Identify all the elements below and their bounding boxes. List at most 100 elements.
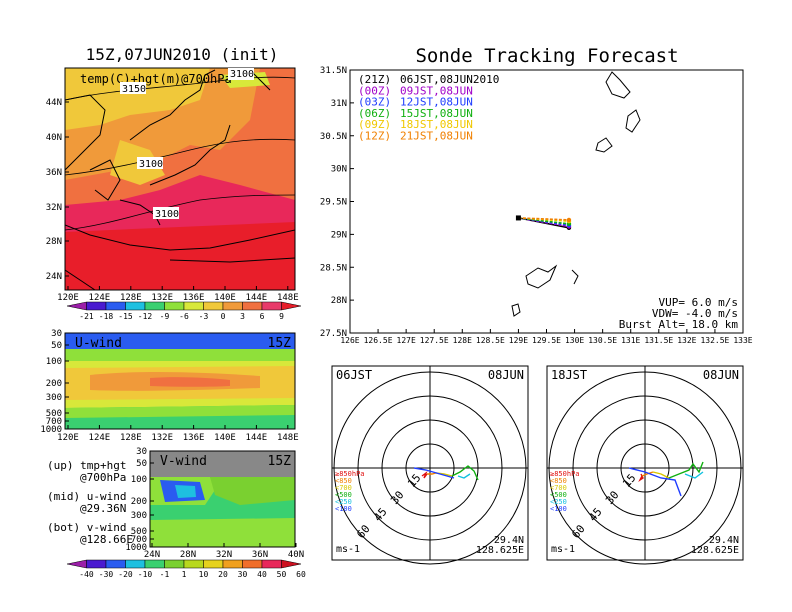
pressure-tick-label: 100: [46, 357, 62, 367]
pressure-tick-label: 100: [131, 475, 147, 485]
legend-code: (12Z): [358, 130, 391, 143]
track-line: [518, 217, 570, 229]
lat-tick-label: 31.5N: [320, 66, 347, 76]
colorbar-swatch: [144, 301, 165, 311]
lon-tick-label: 129.5E: [532, 336, 561, 345]
colorbar-label: 50: [277, 570, 287, 579]
lon-tick-label: 126.5E: [364, 336, 393, 345]
temp-colorbar: -21 -18 -15 -12 -9 -6 -3 0 3 6 9: [66, 301, 302, 321]
colorbar-swatch: [222, 559, 243, 569]
lon-tick-label: 131.5E: [644, 336, 673, 345]
hodograph-trace: [457, 473, 471, 479]
lat-tick-label: 36N: [46, 168, 62, 178]
lon-tick-label: 132E: [151, 433, 173, 443]
pressure-tick-label: 700: [46, 417, 62, 427]
lon-tick-label: 132.5E: [700, 336, 729, 345]
vwind-label: V-wind: [160, 454, 207, 469]
lat-tick-label: 28.5N: [320, 263, 347, 273]
lat-tick-label: 29N: [331, 230, 347, 240]
pressure-tick-label: 700: [131, 535, 147, 545]
colorbar-swatch: [203, 559, 224, 569]
colorbar-swatch: [281, 301, 302, 311]
colorbar-label: -9: [160, 312, 170, 321]
lon-tick-label: 140E: [214, 433, 236, 443]
colorbar-label: -3: [199, 312, 209, 321]
lon-tick-label: 124E: [89, 293, 111, 303]
pressure-tick-label: 500: [46, 409, 62, 419]
lon-tick-label: 144E: [246, 293, 268, 303]
colorbar-label: -40: [79, 570, 94, 579]
track-legend: (21Z) 06JST,08JUN2010 (00Z) 09JST,08JUN (03Z…: [358, 73, 499, 143]
vwind-colorbar: -40 -30 -20 -10 -1 1 10 20 30 40 50 60: [66, 559, 306, 579]
colorbar-swatch: [164, 559, 185, 569]
lon-tick-label: 130.5E: [588, 336, 617, 345]
legend-mid2: @29.36N: [80, 502, 126, 515]
colorbar-swatch: [203, 301, 224, 311]
lon-tick-label: 129E: [509, 336, 528, 345]
lon-tick-label: 148E: [277, 293, 299, 303]
hodograph-unit: ms-1: [336, 544, 360, 555]
legend-mid: (mid) u-wind: [47, 490, 126, 503]
lon-tick-label: 127.5E: [420, 336, 449, 345]
vwind-time: 15Z: [268, 454, 292, 469]
lat-tick-label: 44N: [46, 98, 62, 108]
legend-time: 21JST,08JUN: [400, 130, 473, 143]
pressure-legend-item: <100: [335, 505, 352, 513]
hodograph-lon: 128.625E: [691, 545, 739, 556]
hodograph-time: 06JST: [336, 368, 372, 382]
track-lat-ticks: 31.5N 31N 30.5N 30N 29.5N 29N 28.5N 28N 27.5N: [320, 66, 354, 339]
track-islands: [511, 71, 641, 317]
map-frame: [64, 67, 296, 291]
colorbar-label: -21: [79, 312, 94, 321]
pressure-legend-item: <500: [550, 491, 567, 499]
lat-tick-label: 30.5N: [320, 132, 347, 142]
colorbar-label: 30: [238, 570, 248, 579]
hodograph-trace: [413, 467, 455, 479]
colorbar-swatch: [125, 559, 146, 569]
track-line: [518, 217, 570, 225]
uwind-lon-ticks: 120E 124E 128E 132E 136E 140E 144E 148E: [57, 425, 299, 443]
uwind-label: U-wind: [75, 336, 122, 351]
lon-tick-label: 130E: [565, 336, 584, 345]
colorbar-label: 1: [182, 570, 187, 579]
colorbar-swatch: [242, 559, 263, 569]
colorbar-label: 0: [221, 312, 226, 321]
legend-code: (09Z): [358, 118, 391, 131]
lat-tick-label: 24N: [46, 272, 62, 282]
colorbar-swatch: [66, 301, 87, 311]
colorbar-swatch: [164, 301, 185, 311]
colorbar-swatch: [261, 559, 282, 569]
lat-tick-label: 36N: [252, 550, 268, 560]
hodograph-trace: [652, 471, 670, 479]
pressure-tick-label: 200: [131, 497, 147, 507]
contour-label: 3100: [155, 209, 179, 220]
pressure-legend-item: <100: [550, 505, 567, 513]
lat-tick-label: 29.5N: [320, 198, 347, 208]
contour-label: 3100: [230, 69, 254, 80]
colorbar-swatch: [125, 301, 146, 311]
hodograph-date: 08JUN: [488, 368, 524, 382]
pressure-tick-label: 1000: [125, 543, 147, 553]
map-lat-ticks: 44N 40N 36N 32N 28N 24N: [46, 98, 69, 282]
lat-tick-label: 40N: [288, 550, 304, 560]
lon-tick-label: 128E: [453, 336, 472, 345]
track-endpoint: [566, 217, 572, 223]
colorbar-swatch: [105, 559, 126, 569]
colorbar-label: -10: [138, 570, 153, 579]
colorbar-label: 6: [260, 312, 265, 321]
hodograph-trace: [451, 465, 479, 481]
colorbar-swatch: [281, 559, 302, 569]
hodograph-time: 18JST: [551, 368, 587, 382]
burst-text: Burst Alt= 18.0 km: [619, 318, 739, 331]
track-lon-ticks: 126E 126.5E 127E 127.5E 128E 128.5E 129E 129.5E…: [340, 329, 753, 345]
lon-tick-label: 144E: [246, 433, 268, 443]
hodograph-trace: [427, 472, 437, 475]
legend-time: 09JST,08JUN: [400, 84, 473, 97]
lat-tick-label: 27.5N: [320, 329, 347, 339]
right-title: Sonde Tracking Forecast: [415, 45, 678, 67]
hodograph-unit: ms-1: [551, 544, 575, 555]
colorbar-swatch: [242, 301, 263, 311]
pressure-tick-label: 1000: [40, 425, 62, 435]
